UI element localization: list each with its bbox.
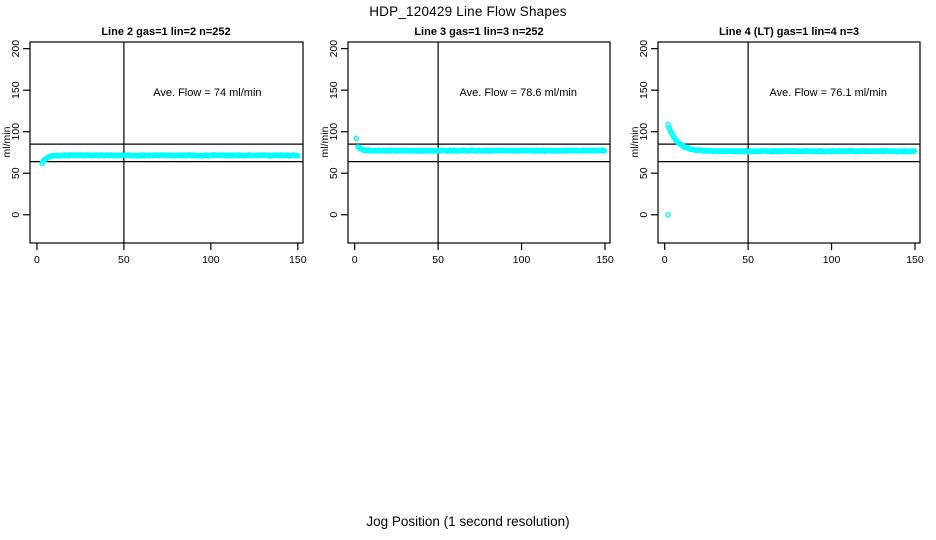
y-tick-label: 0 (10, 212, 22, 218)
data-points (353, 135, 608, 154)
y-tick-label: 50 (638, 167, 650, 179)
ave-flow-annotation: Ave. Flow = 76.1 ml/min (769, 87, 886, 99)
x-tick-label: 0 (662, 254, 668, 266)
x-tick-label: 0 (34, 254, 40, 266)
x-tick-label: 50 (742, 254, 754, 266)
outlier-point (353, 135, 360, 142)
x-tick-label: 100 (513, 254, 531, 266)
y-tick-label: 150 (638, 81, 650, 99)
y-tick-label: 200 (328, 40, 340, 58)
x-tick-label: 50 (118, 254, 130, 266)
x-tick-label: 150 (596, 254, 614, 266)
y-tick-label: 0 (638, 212, 650, 218)
x-axis-ticks: 0 50 100 150 (662, 243, 924, 266)
x-tick-label: 100 (823, 254, 841, 266)
y-tick-label: 100 (328, 123, 340, 141)
plot-box (657, 41, 921, 244)
subplot-1: 0 50 100 150 0 50 100 150 200 Ave. Flow = 74 ml/m… (10, 40, 307, 266)
y-tick-label: 200 (10, 40, 22, 58)
x-tick-label: 150 (289, 254, 307, 266)
x-tick-label: 50 (432, 254, 444, 266)
y-tick-label: 150 (328, 81, 340, 99)
figure-title: HDP_120429 Line Flow Shapes (369, 4, 567, 19)
y-tick-label: 100 (638, 123, 650, 141)
plot-box (347, 41, 611, 244)
y-tick-label: 0 (328, 212, 340, 218)
y-axis-ticks: 0 50 100 150 200 (10, 40, 30, 218)
x-axis-label: Jog Position (1 second resolution) (366, 514, 570, 529)
data-points (39, 152, 301, 167)
subplot-title-line3: Line 3 gas=1 lin=3 n=252 (414, 26, 544, 38)
y-axis-ticks: 0 50 100 150 200 (328, 40, 348, 218)
outlier-point (665, 211, 671, 218)
data-points (665, 121, 918, 218)
ave-flow-annotation: Ave. Flow = 74 ml/min (153, 87, 261, 99)
plot-box (29, 41, 304, 244)
subplot-3: 0 50 100 150 0 50 100 150 200 Ave. Flow = 76.1 ml… (638, 40, 924, 266)
x-axis-ticks: 0 50 100 150 (34, 243, 307, 266)
subplot-title-line4: Line 4 (LT) gas=1 lin=4 n=3 (718, 26, 860, 38)
x-tick-label: 150 (906, 254, 924, 266)
ave-flow-annotation: Ave. Flow = 78.6 ml/min (459, 87, 576, 99)
y-tick-label: 50 (328, 167, 340, 179)
y-tick-label: 150 (10, 81, 22, 99)
x-tick-label: 100 (202, 254, 220, 266)
y-axis-ticks: 0 50 100 150 200 (638, 40, 658, 218)
subplot-title-line2: Line 2 gas=1 lin=2 n=252 (101, 26, 231, 38)
subplot-2: 0 50 100 150 0 50 100 150 200 Ave. Flow = 78.6 ml… (328, 40, 614, 266)
x-axis-ticks: 0 50 100 150 (352, 243, 614, 266)
y-tick-label: 100 (10, 123, 22, 141)
y-tick-label: 50 (10, 167, 22, 179)
x-tick-label: 0 (352, 254, 358, 266)
y-tick-label: 200 (638, 40, 650, 58)
